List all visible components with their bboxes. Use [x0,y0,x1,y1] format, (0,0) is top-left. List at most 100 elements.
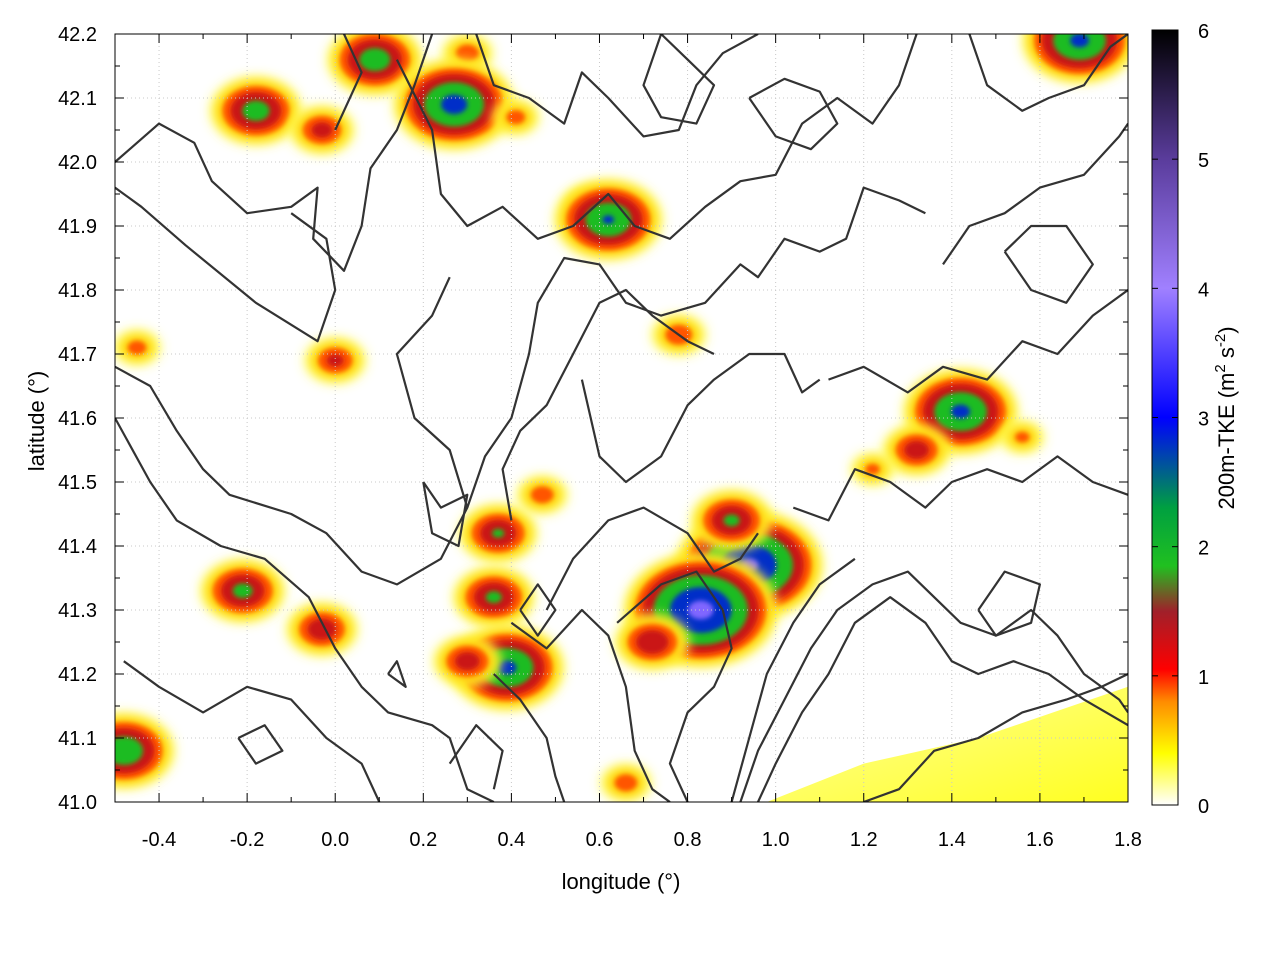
terrain-contour [115,186,337,343]
tke-level-ring [865,464,880,475]
colorbar-label-sup2: -2 [1212,334,1229,347]
x-tick-label: 0.0 [321,829,349,851]
y-tick-label: 41.2 [58,664,97,686]
tke-hotspot [115,713,174,788]
colorbar-tick-label: 1 [1198,667,1209,689]
colorbar-tick-label: 5 [1198,150,1209,172]
tke-hotspot [287,603,357,656]
tke-hotspot [1001,421,1044,453]
terrain-contour [545,506,759,611]
x-tick-label: 1.2 [850,829,878,851]
colorbar-label-sup1: 2 [1212,364,1229,372]
tke-level-ring [454,651,480,671]
terrain-contour [642,34,716,125]
tke-level-ring [115,736,143,766]
terrain-contour [395,34,918,240]
terrain-contour [1003,224,1094,304]
tke-level-ring [232,583,253,599]
terrain-contour [748,77,839,151]
colorbar-tick-label: 3 [1198,409,1209,431]
y-axis-label: latitude (°) [24,371,49,472]
x-tick-label: 0.6 [586,829,614,851]
tke-hotspot [883,425,950,475]
x-axis-label: longitude (°) [562,869,681,894]
sea-surface-tke [766,686,1128,802]
tke-level-ring [242,100,270,121]
tke-hotspot [434,636,501,686]
tke-hotspot [492,100,539,135]
terrain-contours [115,34,1128,802]
tke-level-ring [441,94,468,115]
y-tick-label: 41.1 [58,728,97,750]
terrain-contour [757,596,1128,802]
tke-level-ring [636,629,669,655]
tke-level-ring [492,528,505,538]
terrain-contour [730,557,856,802]
x-tick-labels: -0.4 -0.2 0.0 0.2 0.4 0.6 0.8 1.0 1.2 1.4 1.6 1.8 [142,829,1142,851]
x-tick-label: 1.4 [938,829,966,851]
terrain-contour [115,34,434,272]
terrain-contour [387,660,407,688]
x-tick-label: 1.6 [1026,829,1054,851]
tke-hotspot [115,330,160,365]
tke-level-ring [614,774,638,792]
x-tick-label: 1.0 [762,829,790,851]
x-tick-label: 0.2 [409,829,437,851]
tke-level-ring [127,340,147,355]
terrain-contour [237,724,284,765]
tke-level-ring [904,440,930,460]
terrain-contour [580,352,821,484]
y-tick-label: 42.2 [58,24,97,46]
terrain-contour [616,570,733,802]
terrain-contour [475,34,759,138]
colorbar-tick-label: 2 [1198,538,1209,560]
y-tick-label: 41.4 [58,536,97,558]
y-tick-label: 42.1 [58,88,97,110]
colorbar-tick-labels: 0 1 2 3 4 5 6 [1198,21,1209,818]
colorbar-label-prefix: 200m-TKE (m [1214,373,1239,510]
x-tick-label: 0.8 [674,829,702,851]
tke-level-ring [359,48,391,72]
colorbar-tick-label: 6 [1198,21,1209,43]
tke-level-ring [506,110,525,124]
terrain-contour [863,673,1128,802]
tke-hotspot [601,764,651,802]
x-tick-label: -0.4 [142,829,176,851]
terrain-contour [510,608,671,802]
tke-hotspot [394,60,514,149]
terrain-contour [977,570,1041,637]
y-tick-label: 41.9 [58,216,97,238]
tke-level-ring [311,122,333,138]
tke-level-ring [602,215,614,224]
terrain-contour [519,583,557,637]
x-tick-label: 0.4 [497,829,525,851]
x-tick-label: -0.2 [230,829,264,851]
terrain-contour [968,34,1128,112]
terrain-contour [493,673,566,802]
terrain-contour [792,455,1128,522]
tke-level-ring [456,44,479,62]
tke-hotspot [211,77,301,145]
tke-hotspot [517,476,567,514]
terrain-contour [115,186,926,586]
terrain-contour [123,660,381,802]
terrain-contour [739,570,1128,802]
tke-hotspot [555,180,662,259]
terrain-contour [334,34,363,131]
y-tick-label: 41.8 [58,280,97,302]
colorbar-tick-label: 4 [1198,279,1209,301]
grid-lines [115,34,1128,802]
tke-hotspot [1023,34,1128,83]
tke-level-ring [723,514,740,527]
tke-hotspot [691,490,772,550]
y-tick-label: 41.3 [58,600,97,622]
terrain-contour [422,481,469,548]
colorbar-label-mid: s [1214,347,1239,364]
colorbar-tick-label: 0 [1198,796,1209,818]
tke-level-ring [951,404,971,419]
tke-level-ring [1015,432,1030,443]
y-tick-label: 41.0 [58,792,97,814]
terrain-contour [115,417,495,802]
